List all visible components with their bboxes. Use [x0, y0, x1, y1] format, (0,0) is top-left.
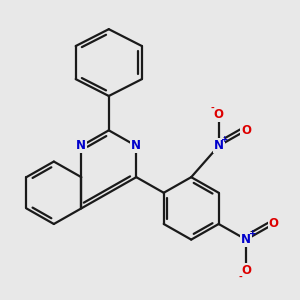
Text: N: N: [76, 140, 86, 152]
Text: N: N: [241, 233, 251, 246]
Text: -: -: [238, 273, 242, 282]
Text: O: O: [214, 108, 224, 121]
Text: O: O: [241, 264, 251, 277]
Text: +: +: [249, 229, 256, 238]
Text: N: N: [131, 140, 141, 152]
Text: N: N: [214, 140, 224, 152]
Text: O: O: [241, 124, 251, 137]
Text: +: +: [221, 135, 229, 144]
Text: O: O: [268, 218, 279, 230]
Text: -: -: [211, 104, 214, 113]
